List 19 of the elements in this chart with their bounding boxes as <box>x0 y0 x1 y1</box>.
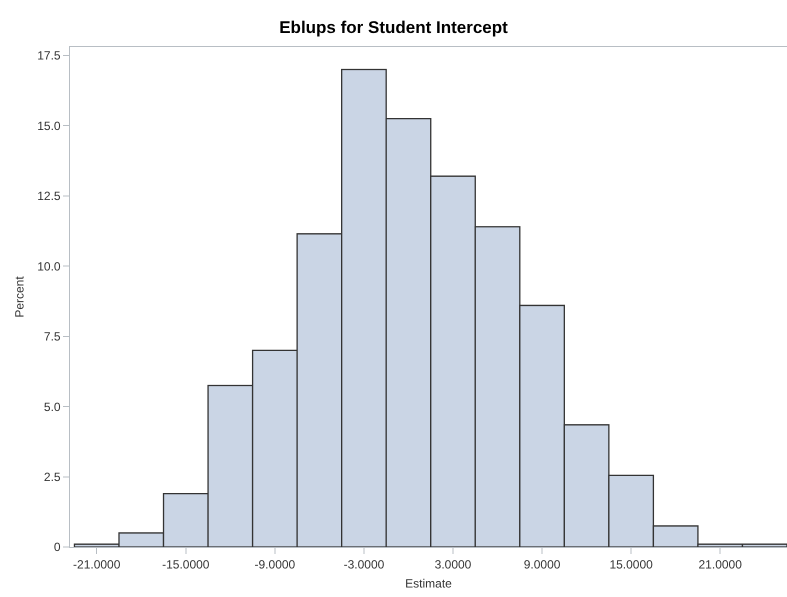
chart-title: Eblups for Student Intercept <box>279 18 508 37</box>
y-tick-label: 0 <box>54 540 61 554</box>
y-tick-label: 17.5 <box>37 48 61 63</box>
y-tick-label: 15.0 <box>37 118 61 133</box>
y-tick-label: 2.5 <box>44 470 61 484</box>
x-tick-label: 3.0000 <box>434 557 472 572</box>
y-axis-title: Percent <box>12 276 27 318</box>
x-tick-label: -21.0000 <box>73 557 121 572</box>
x-axis-title: Estimate <box>405 576 452 590</box>
x-tick-label: 21.0000 <box>698 557 742 572</box>
y-tick-label: 5.0 <box>44 400 61 414</box>
x-tick-label: 15.0000 <box>609 557 654 572</box>
y-tick-label: 10.0 <box>37 259 61 274</box>
x-tick-label: -3.0000 <box>344 557 385 572</box>
y-tick-label: 7.5 <box>44 330 61 344</box>
x-tick-label: -15.0000 <box>162 557 210 572</box>
x-tick-label: 9.0000 <box>524 557 561 572</box>
x-tick-label: -9.0000 <box>254 557 296 572</box>
y-tick-label: 12.5 <box>37 189 61 204</box>
